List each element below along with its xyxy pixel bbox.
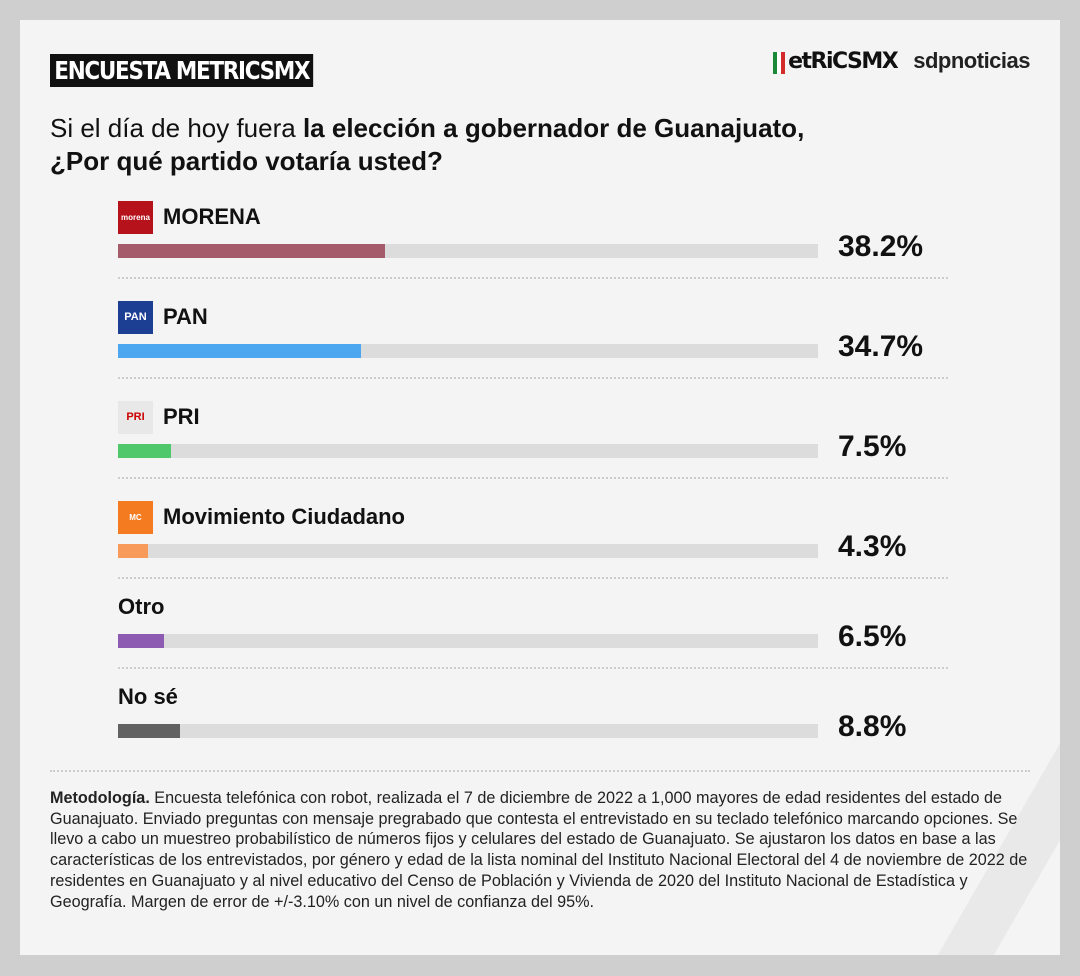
survey-question: Si el día de hoy fuera la elección a gob… [50,112,804,178]
bar-label: No sé [118,680,178,714]
bar-row: MC Movimiento Ciudadano 4.3% [118,500,948,600]
bar-track [118,544,818,558]
bar-row: PRI PRI 7.5% [118,400,948,500]
bar-track [118,444,818,458]
value-label: 8.8% [838,710,907,743]
row-divider [118,667,948,669]
bar-fill [118,244,386,258]
row-divider [118,477,948,479]
survey-badge: ENCUESTA METRICSMX [50,54,314,87]
bar-label: PRI PRI [118,400,200,434]
bar-row: morena MORENA 38.2% [118,200,948,300]
value-label: 38.2% [838,230,924,263]
category-label: MORENA [163,204,261,229]
decorative-stripe [920,695,1060,955]
brand-logos: etRiCSMX sdpnoticias [773,48,1030,74]
bar-label: Otro [118,590,164,624]
pan-logo: PAN [118,300,153,334]
bar-row: Otro 6.5% [118,590,948,690]
methodology-text: Metodología. Encuesta telefónica con rob… [50,788,1030,912]
bar-track [118,244,818,258]
row-divider [118,377,948,379]
mexico-flag-icon [773,51,786,74]
category-label: Otro [118,594,165,619]
bar-fill [118,724,180,738]
question-part1: Si el día de hoy fuera [50,113,303,143]
methodology-label: Metodología. [50,789,150,807]
infographic-card: ENCUESTA METRICSMX etRiCSMX sdpnoticias … [20,20,1060,955]
metricsmx-logo: etRiCSMX [773,48,899,74]
value-label: 7.5% [838,430,907,463]
bar-track [118,724,818,738]
category-label: PAN [163,304,208,329]
divider [50,770,1030,772]
category-label: Movimiento Ciudadano [163,504,405,529]
bar-fill [118,544,149,558]
bar-row: No sé 8.8% [118,680,948,780]
bar-track [118,634,818,648]
morena-logo: morena [118,200,153,234]
methodology-body: Encuesta telefónica con robot, realizada… [50,789,1028,911]
bar-row: PAN PAN 34.7% [118,300,948,400]
row-divider [118,277,948,279]
bar-fill [118,444,171,458]
bar-fill [118,634,164,648]
metricsmx-logo-text: etRiCSMX [788,48,899,74]
sdpnoticias-logo: sdpnoticias [913,48,1030,73]
pri-logo: PRI [118,400,153,434]
bar-label: morena MORENA [118,200,261,234]
bar-track [118,344,818,358]
row-divider [118,577,948,579]
bar-label: MC Movimiento Ciudadano [118,500,405,534]
bar-fill [118,344,361,358]
category-label: No sé [118,684,178,709]
value-label: 34.7% [838,330,924,363]
value-label: 6.5% [838,620,907,653]
question-line2: ¿Por qué partido votaría usted? [50,146,443,176]
value-label: 4.3% [838,530,907,563]
category-label: PRI [163,404,200,429]
mc-logo: MC [118,500,153,534]
bar-label: PAN PAN [118,300,208,334]
question-part2: la elección a gobernador de Guanajuato, [302,113,805,143]
